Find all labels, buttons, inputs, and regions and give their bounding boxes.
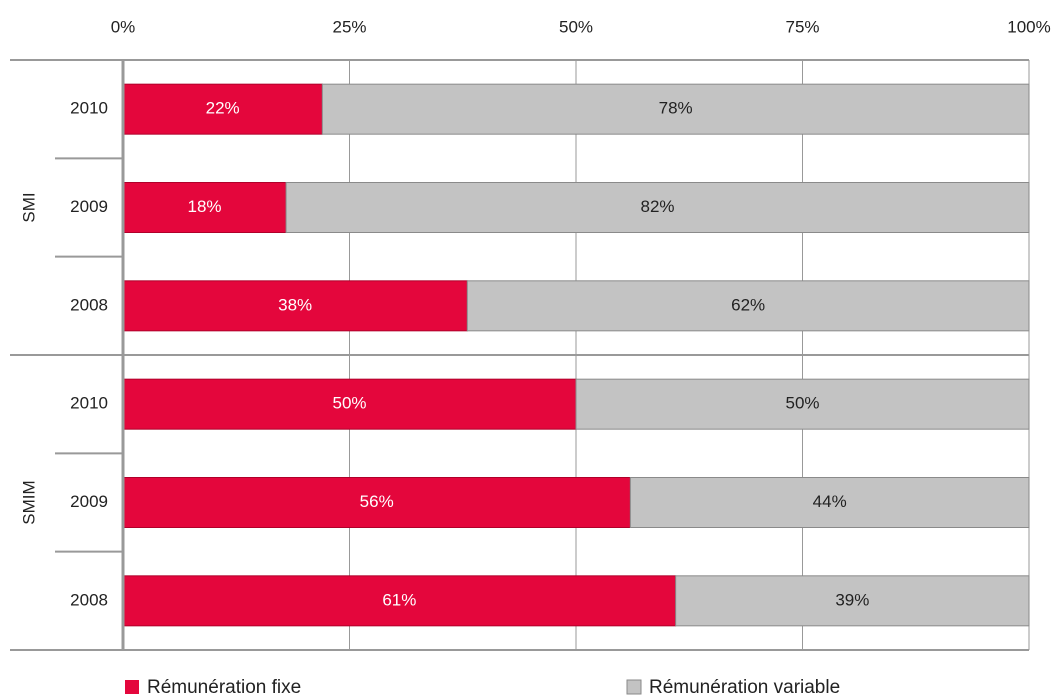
y-tick-label: 2010 xyxy=(70,394,108,413)
x-tick-label: 25% xyxy=(332,17,366,36)
value-label: 82% xyxy=(641,197,675,216)
value-label: 50% xyxy=(332,394,366,413)
legend-label: Rémunération variable xyxy=(649,677,840,698)
bar-segment xyxy=(575,378,1030,430)
bar-segment xyxy=(122,280,468,332)
legend-swatch xyxy=(626,679,642,695)
legend-swatch xyxy=(125,680,139,694)
y-tick-label: 2008 xyxy=(70,590,108,609)
value-label: 61% xyxy=(382,590,416,609)
value-label: 22% xyxy=(206,99,240,118)
value-label: 62% xyxy=(731,295,765,314)
group-label: SMIM xyxy=(19,480,38,524)
value-label: 56% xyxy=(360,492,394,511)
x-tick-label: 75% xyxy=(785,17,819,36)
x-tick-label: 50% xyxy=(559,17,593,36)
legend-label: Rémunération fixe xyxy=(147,677,301,698)
y-tick-label: 2008 xyxy=(70,295,108,314)
bar-segment xyxy=(321,83,1030,135)
bar-segment xyxy=(675,575,1030,627)
y-tick-label: 2009 xyxy=(70,197,108,216)
y-tick-label: 2009 xyxy=(70,492,108,511)
x-tick-label: 0% xyxy=(111,17,136,36)
x-tick-label: 100% xyxy=(1007,17,1050,36)
y-tick-label: 2010 xyxy=(70,99,108,118)
bar-segment xyxy=(122,378,577,430)
value-label: 78% xyxy=(659,99,693,118)
value-label: 18% xyxy=(188,197,222,216)
bar-segment xyxy=(629,477,1030,528)
bar-segment xyxy=(122,477,631,528)
value-label: 39% xyxy=(835,590,869,609)
value-label: 38% xyxy=(278,295,312,314)
bar-segment xyxy=(285,182,1030,233)
value-label: 50% xyxy=(785,394,819,413)
value-label: 44% xyxy=(813,492,847,511)
bar-segment xyxy=(466,280,1030,332)
bar-segment xyxy=(122,83,323,135)
group-label: SMI xyxy=(19,192,38,222)
bar-segment xyxy=(122,575,677,627)
